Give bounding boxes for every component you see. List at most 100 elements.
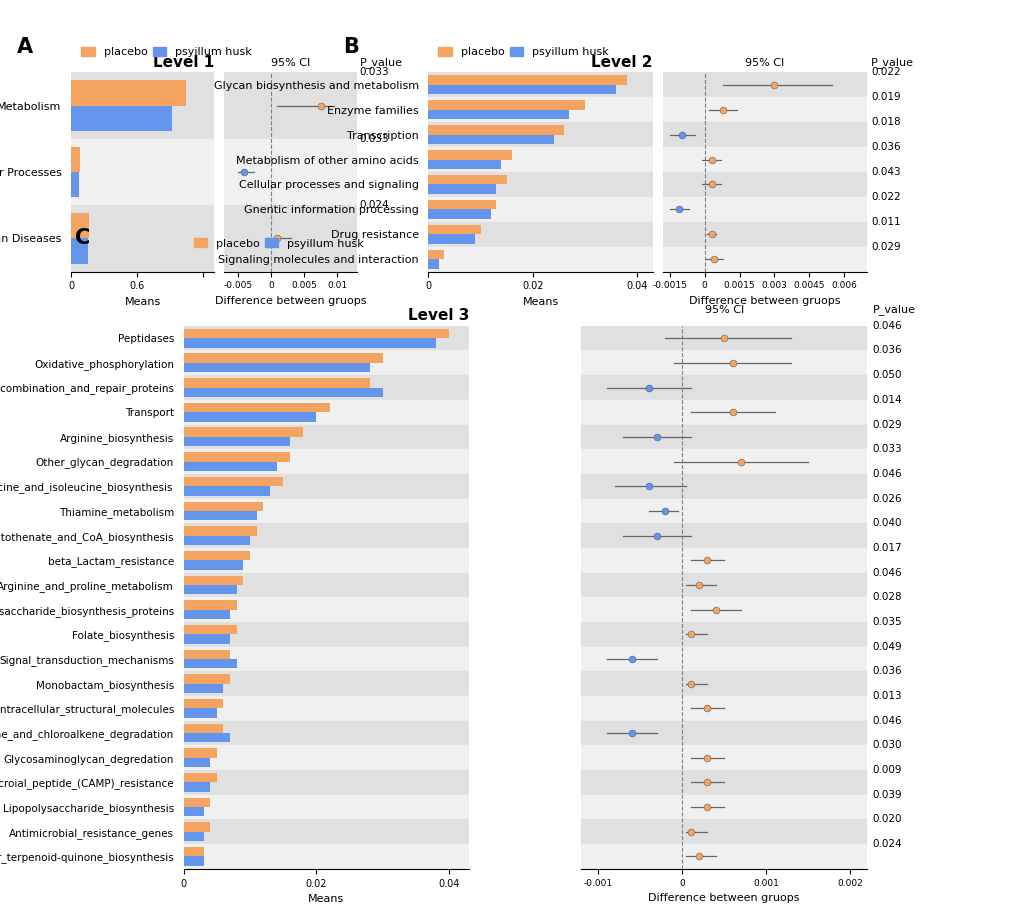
Bar xyxy=(183,832,204,841)
Bar xyxy=(428,175,506,185)
Bar xyxy=(183,329,448,338)
Bar xyxy=(428,222,652,247)
Legend: placebo, psyillum husk: placebo, psyillum husk xyxy=(76,43,256,62)
Bar xyxy=(183,412,316,422)
Bar xyxy=(183,610,230,619)
Bar xyxy=(183,526,257,536)
X-axis label: Means: Means xyxy=(522,297,558,307)
Bar xyxy=(581,499,866,523)
Bar xyxy=(183,350,469,376)
Bar xyxy=(581,573,866,597)
Bar xyxy=(581,647,866,672)
Bar xyxy=(183,449,469,474)
Bar xyxy=(183,437,289,446)
Bar xyxy=(183,600,236,610)
Text: 0.036: 0.036 xyxy=(872,346,902,356)
Bar xyxy=(428,185,496,194)
Bar xyxy=(581,400,866,424)
Bar xyxy=(428,100,584,110)
Bar xyxy=(183,748,217,757)
Bar xyxy=(183,462,276,471)
Bar xyxy=(183,338,435,348)
Bar xyxy=(71,81,185,106)
Bar xyxy=(183,773,217,783)
Bar xyxy=(183,551,250,560)
Bar xyxy=(428,135,553,144)
Bar xyxy=(581,597,866,622)
Bar xyxy=(71,205,214,272)
Text: 0.022: 0.022 xyxy=(870,192,900,202)
Bar xyxy=(183,709,217,718)
Text: 0.020: 0.020 xyxy=(872,814,902,824)
Bar xyxy=(183,659,236,669)
Text: 0.014: 0.014 xyxy=(872,395,902,405)
Bar xyxy=(183,622,469,647)
Bar xyxy=(183,683,223,693)
Bar xyxy=(183,576,244,585)
Bar xyxy=(183,757,210,767)
Bar xyxy=(428,159,501,169)
Bar xyxy=(662,122,866,148)
Bar xyxy=(183,597,469,622)
Text: P_value: P_value xyxy=(872,304,915,315)
Bar xyxy=(581,720,866,746)
Text: 0.033: 0.033 xyxy=(872,444,902,454)
Bar xyxy=(183,585,236,595)
Text: 0.017: 0.017 xyxy=(872,543,902,553)
Bar xyxy=(428,250,443,259)
Bar xyxy=(183,634,230,643)
Legend: placebo, psyillum husk: placebo, psyillum husk xyxy=(189,233,368,253)
Bar xyxy=(183,672,469,696)
X-axis label: Means: Means xyxy=(308,894,344,904)
Text: 95% CI: 95% CI xyxy=(271,59,310,69)
Text: 0.046: 0.046 xyxy=(872,716,902,726)
Bar xyxy=(183,724,223,733)
Bar xyxy=(183,486,270,496)
Bar xyxy=(183,326,469,350)
Bar xyxy=(581,746,866,770)
Bar xyxy=(428,224,480,234)
Bar xyxy=(183,403,329,412)
Bar xyxy=(183,625,236,634)
Bar xyxy=(183,354,382,363)
Legend: placebo, psyillum husk: placebo, psyillum husk xyxy=(433,43,612,62)
Bar xyxy=(581,819,866,844)
Bar xyxy=(183,674,230,683)
Text: 0.043: 0.043 xyxy=(870,167,900,177)
Text: 0.022: 0.022 xyxy=(870,67,900,78)
Bar xyxy=(428,125,564,135)
Bar xyxy=(71,172,79,197)
Text: P_value: P_value xyxy=(360,58,403,69)
Bar xyxy=(581,622,866,647)
Bar xyxy=(183,647,469,672)
Text: 0.036: 0.036 xyxy=(870,142,900,152)
Text: 0.050: 0.050 xyxy=(872,370,902,380)
Bar xyxy=(428,75,626,85)
Text: A: A xyxy=(17,36,34,56)
Text: B: B xyxy=(342,36,359,56)
Bar xyxy=(183,560,244,569)
Bar xyxy=(183,452,289,462)
Text: 0.011: 0.011 xyxy=(870,216,900,227)
Bar xyxy=(662,98,866,122)
Bar xyxy=(71,106,172,131)
Text: 0.035: 0.035 xyxy=(872,617,902,627)
Bar xyxy=(581,770,866,795)
Bar xyxy=(428,234,475,243)
Bar xyxy=(71,138,214,205)
Bar xyxy=(183,474,469,499)
X-axis label: Difference between gruops: Difference between gruops xyxy=(648,893,799,903)
Text: 0.019: 0.019 xyxy=(870,92,900,102)
Bar xyxy=(581,696,866,720)
Bar xyxy=(183,523,469,548)
Bar xyxy=(183,499,469,523)
Bar xyxy=(183,823,210,832)
Bar xyxy=(183,856,204,866)
Bar xyxy=(71,213,89,238)
Bar xyxy=(183,696,469,720)
Bar xyxy=(428,197,652,222)
Bar xyxy=(183,807,204,816)
Bar xyxy=(183,770,469,795)
Bar xyxy=(581,350,866,376)
Bar xyxy=(183,536,250,545)
